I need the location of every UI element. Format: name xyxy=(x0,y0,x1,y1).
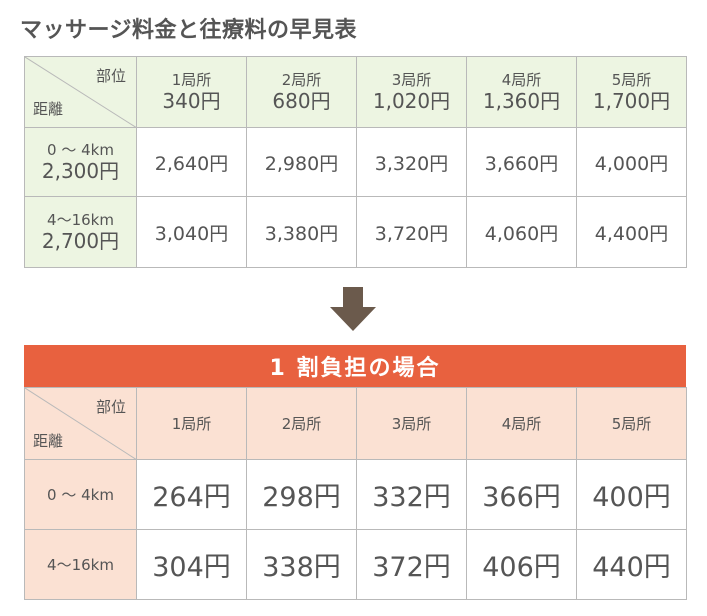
header-cell: 2局所 xyxy=(246,387,357,460)
table-header-row: 部位 距離 1局所 2局所 3局所 4局所 5局所 xyxy=(24,387,687,460)
table-row: 0 ～ 4km 264円 298円 332円 366円 400円 xyxy=(24,459,687,530)
table-row: 4～16km 2,700円 3,040円 3,380円 3,720円 4,060… xyxy=(24,196,687,268)
row-header-cell: 0 ～ 4km 2,300円 xyxy=(24,127,137,197)
corner-part-label: 部位 xyxy=(95,398,126,416)
table-row: 0 ～ 4km 2,300円 2,640円 2,980円 3,320円 3,66… xyxy=(24,127,687,197)
part-price: 680円 xyxy=(272,89,331,113)
travel-fee: 2,300円 xyxy=(41,159,120,183)
part-price: 1,360円 xyxy=(482,89,561,113)
price-cell: 400円 xyxy=(576,459,687,530)
arrow-down-icon xyxy=(330,287,376,331)
part-label: 2局所 xyxy=(281,71,322,89)
corner-distance-label: 距離 xyxy=(33,432,64,450)
table-row: 4～16km 304円 338円 372円 406円 440円 xyxy=(24,529,687,600)
price-cell: 4,400円 xyxy=(576,196,687,268)
distance-label: 0 ～ 4km xyxy=(24,459,137,530)
header-cell: 5局所 1,700円 xyxy=(576,56,687,128)
price-cell: 332円 xyxy=(356,459,467,530)
price-cell: 3,380円 xyxy=(246,196,357,268)
price-cell: 304円 xyxy=(136,529,247,600)
part-price: 340円 xyxy=(162,89,221,113)
corner-distance-label: 距離 xyxy=(33,100,64,118)
copay-table: 部位 距離 1局所 2局所 3局所 4局所 5局所 0 ～ 4km 264円 2… xyxy=(24,387,687,600)
table-header-row: 部位 距離 1局所 340円 2局所 680円 3局所 1,020円 4局所 1… xyxy=(24,56,687,128)
price-cell: 406円 xyxy=(466,529,577,600)
header-cell: 3局所 xyxy=(356,387,467,460)
price-cell: 2,980円 xyxy=(246,127,357,197)
header-cell: 1局所 340円 xyxy=(136,56,247,128)
full-price-table: 部位 距離 1局所 340円 2局所 680円 3局所 1,020円 4局所 1… xyxy=(24,56,687,268)
price-cell: 3,660円 xyxy=(466,127,577,197)
corner-cell: 部位 距離 xyxy=(24,387,137,460)
distance-label: 4～16km xyxy=(47,211,114,229)
header-cell: 3局所 1,020円 xyxy=(356,56,467,128)
price-cell: 338円 xyxy=(246,529,357,600)
header-cell: 2局所 680円 xyxy=(246,56,357,128)
page-title: マッサージ料金と往療料の早見表 xyxy=(20,18,358,43)
row-header-cell: 4～16km 2,700円 xyxy=(24,196,137,268)
corner-diagonal xyxy=(25,388,137,460)
price-cell: 2,640円 xyxy=(136,127,247,197)
distance-label: 4～16km xyxy=(24,529,137,600)
distance-label: 0 ～ 4km xyxy=(47,141,114,159)
travel-fee: 2,700円 xyxy=(41,229,120,253)
corner-cell: 部位 距離 xyxy=(24,56,137,128)
part-label: 4局所 xyxy=(501,71,542,89)
header-cell: 4局所 1,360円 xyxy=(466,56,577,128)
part-label: 3局所 xyxy=(391,71,432,89)
corner-diagonal xyxy=(25,57,137,128)
price-cell: 298円 xyxy=(246,459,357,530)
price-cell: 3,720円 xyxy=(356,196,467,268)
part-label: 1局所 xyxy=(171,71,212,89)
price-cell: 440円 xyxy=(576,529,687,600)
price-cell: 4,060円 xyxy=(466,196,577,268)
part-label: 5局所 xyxy=(611,71,652,89)
header-cell: 5局所 xyxy=(576,387,687,460)
copay-banner: 1 割負担の場合 xyxy=(24,345,686,387)
corner-part-label: 部位 xyxy=(95,67,126,85)
price-cell: 264円 xyxy=(136,459,247,530)
price-cell: 3,040円 xyxy=(136,196,247,268)
price-cell: 366円 xyxy=(466,459,577,530)
price-cell: 372円 xyxy=(356,529,467,600)
part-price: 1,020円 xyxy=(372,89,451,113)
header-cell: 1局所 xyxy=(136,387,247,460)
part-price: 1,700円 xyxy=(592,89,671,113)
header-cell: 4局所 xyxy=(466,387,577,460)
price-cell: 4,000円 xyxy=(576,127,687,197)
price-cell: 3,320円 xyxy=(356,127,467,197)
